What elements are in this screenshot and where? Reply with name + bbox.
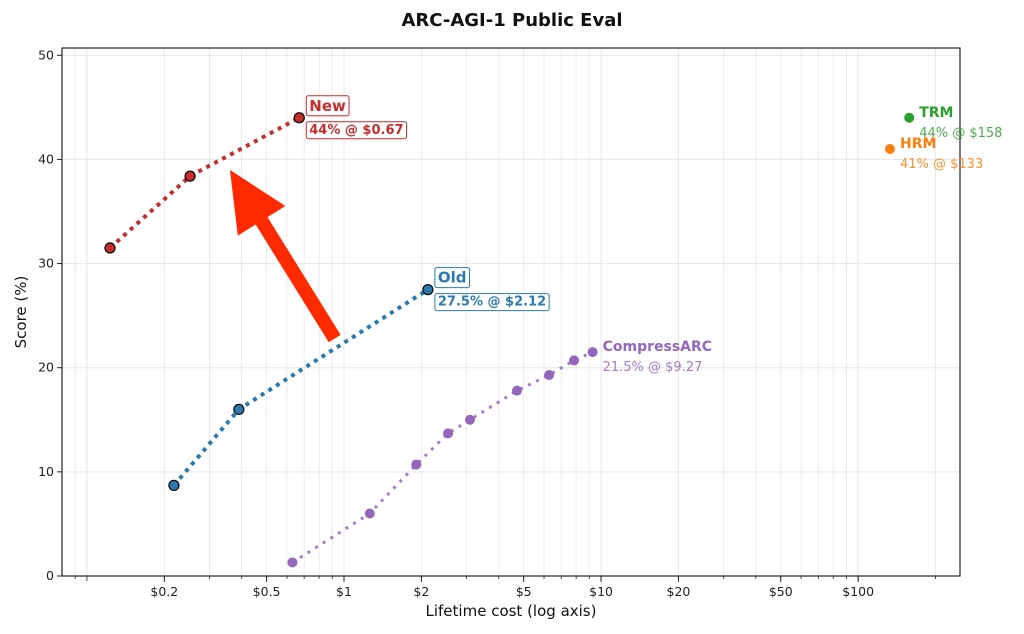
x-tick-label: $10 — [589, 584, 613, 599]
data-point — [587, 347, 598, 358]
x-tick-label: $50 — [769, 584, 793, 599]
y-tick-label: 30 — [38, 256, 54, 271]
series-sublabel: 27.5% @ $2.12 — [438, 295, 546, 310]
y-axis-label: Score (%) — [12, 276, 30, 349]
series-trm: TRM 44% @ $158 — [904, 105, 1002, 141]
series-sublabel: 21.5% @ $9.27 — [603, 360, 703, 375]
series-label: TRM — [919, 105, 953, 121]
data-point — [904, 112, 915, 123]
data-point — [168, 479, 180, 492]
x-tick-label: $0.2 — [150, 584, 178, 599]
data-point — [884, 144, 895, 155]
series-sublabel: 41% @ $133 — [900, 157, 983, 172]
label-box — [305, 121, 408, 140]
label-box — [305, 95, 350, 117]
series-label: New — [309, 97, 346, 115]
series-label: CompressARC — [603, 339, 712, 355]
data-point — [364, 508, 375, 519]
y-tick-label: 10 — [38, 464, 54, 479]
series-sublabel: 44% @ $0.67 — [309, 123, 403, 138]
data-point — [104, 242, 116, 254]
series-label: HRM — [900, 136, 936, 152]
data-point — [287, 557, 298, 568]
series-sublabel: 44% @ $158 — [919, 126, 1002, 141]
x-tick-label: $2 — [413, 584, 429, 599]
label-box — [434, 267, 471, 289]
data-point — [512, 385, 523, 396]
data-point — [411, 459, 422, 470]
label-box — [434, 293, 550, 312]
series-old: Old 27.5% @ $2.12 — [168, 267, 550, 492]
series-hrm: HRM 41% @ $133 — [884, 136, 983, 172]
y-tick-label: 20 — [38, 360, 54, 375]
x-tick-label: $20 — [667, 584, 691, 599]
y-tick-label: 50 — [38, 47, 54, 62]
x-tick-label: $1 — [336, 584, 352, 599]
data-point — [443, 428, 454, 439]
data-point — [569, 355, 580, 366]
x-tick-label: $100 — [842, 584, 874, 599]
chart-title: ARC-AGI-1 Public Eval — [401, 10, 623, 31]
plot-frame — [61, 47, 961, 577]
series-compressarc: CompressARC 21.5% @ $9.27 — [287, 339, 712, 568]
x-tick-label: $5 — [516, 584, 532, 599]
series-line — [108, 116, 301, 250]
series-new: New 44% @ $0.67 — [104, 95, 408, 254]
x-tick-label: $0.5 — [253, 584, 281, 599]
data-point — [233, 403, 245, 416]
series-line — [172, 287, 429, 487]
series-label: Old — [438, 269, 467, 287]
data-point — [293, 112, 305, 124]
y-tick-label: 0 — [46, 568, 54, 583]
x-axis-label: Lifetime cost (log axis) — [426, 602, 597, 620]
data-point — [422, 283, 434, 296]
data-point — [464, 414, 475, 425]
arrow-annotation — [229, 169, 341, 343]
y-tick-label: 40 — [38, 151, 54, 166]
data-point — [184, 170, 196, 182]
series-line — [291, 350, 594, 564]
data-point — [544, 370, 555, 381]
